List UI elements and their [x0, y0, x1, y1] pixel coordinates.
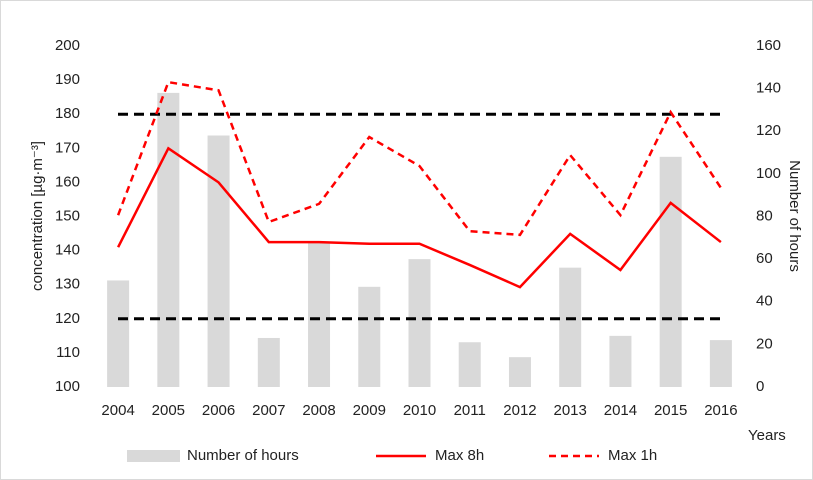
y-tick-label: 100	[55, 378, 80, 395]
x-tick-label: 2016	[704, 402, 737, 419]
x-tick-label: 2009	[353, 402, 386, 419]
bar	[609, 335, 632, 387]
line	[116, 80, 722, 237]
y-tick-label: 130	[55, 276, 80, 293]
y2-tick-label: 160	[756, 37, 781, 54]
bar	[508, 357, 531, 387]
bar	[157, 92, 180, 387]
y2-tick-label: 60	[756, 250, 773, 267]
x-tick-label: 2015	[654, 402, 687, 419]
bar	[659, 156, 682, 387]
bar	[308, 242, 331, 387]
y2-tick-label: 0	[756, 378, 764, 395]
y2-tick-label: 20	[756, 335, 773, 352]
x-tick-label: 2005	[152, 402, 185, 419]
bar	[709, 340, 732, 387]
y-tick-label: 160	[55, 173, 80, 190]
x-tick-label: 2004	[101, 402, 134, 419]
y2-tick-label: 100	[756, 165, 781, 182]
legend-label: Max 8h	[435, 447, 484, 464]
x-tick-label: 2011	[454, 402, 486, 419]
x-axis-label: Years	[748, 427, 786, 444]
y2-tick-label: 120	[756, 122, 781, 139]
y2-tick-label: 140	[756, 80, 781, 97]
y-tick-label: 180	[55, 105, 80, 122]
x-tick-label: 2007	[252, 402, 285, 419]
x-tick-label: 2006	[202, 402, 235, 419]
bar	[207, 135, 230, 387]
y2-tick-label: 80	[756, 207, 773, 224]
x-tick-label: 2013	[554, 402, 587, 419]
y-tick-label: 110	[56, 344, 80, 361]
y-axis-label: concentration [µg·m⁻³]	[29, 141, 46, 291]
x-tick-label: 2012	[503, 402, 536, 419]
y2-tick-label: 40	[756, 293, 773, 310]
line	[117, 146, 722, 289]
legend-label: Number of hours	[187, 447, 299, 464]
bar	[257, 337, 280, 387]
bar	[559, 267, 582, 387]
bar	[358, 286, 381, 387]
y-tick-label: 140	[55, 242, 80, 259]
x-tick-label: 2010	[403, 402, 436, 419]
y2-axis-label: Number of hours	[786, 160, 803, 272]
x-tick-label: 2014	[604, 402, 637, 419]
y-tick-label: 190	[55, 71, 80, 88]
legend-label: Max 1h	[608, 447, 657, 464]
x-tick-label: 2008	[302, 402, 335, 419]
bar	[458, 342, 481, 387]
y-tick-label: 150	[55, 207, 80, 224]
bar	[408, 259, 431, 387]
y-tick-label: 120	[55, 310, 80, 327]
legend-swatch	[127, 450, 180, 462]
y-tick-label: 200	[55, 37, 80, 54]
y-tick-label: 170	[55, 139, 80, 156]
bar	[107, 280, 130, 387]
